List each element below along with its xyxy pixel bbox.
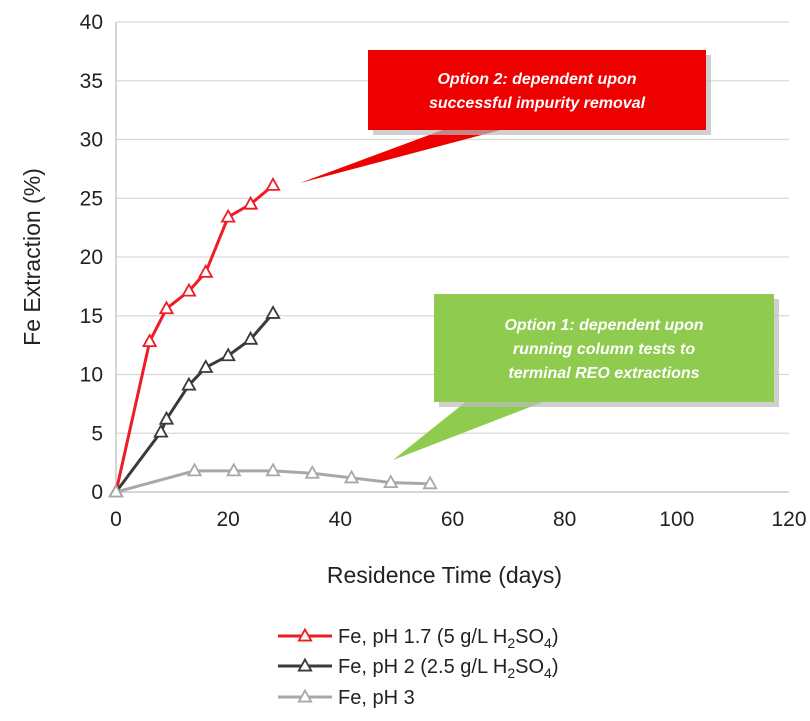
x-tick-label: 80 [553,508,576,531]
data-point-marker [158,300,175,315]
legend-label: Fe, pH 3 [338,687,415,709]
data-point-marker [198,263,214,278]
data-point-marker [141,333,158,348]
data-point-marker [242,330,259,345]
x-tick-label: 120 [771,508,806,531]
data-point-marker [158,410,175,425]
data-point-marker [198,359,214,373]
y-tick-label: 5 [91,422,103,445]
y-tick-label: 25 [80,187,103,210]
data-point-marker [422,475,438,490]
callout-text-line: successful impurity removal [429,95,646,112]
legend-marker [297,688,313,703]
callout-text-line: Option 2: dependent upon [437,71,636,88]
x-tick-label: 20 [216,508,239,531]
callout-text-line: running column tests to [513,341,695,358]
data-series [108,176,438,498]
callout-text-line: Option 1: dependent upon [504,317,703,334]
callout-box [368,50,706,130]
data-point-marker [220,208,236,223]
data-point-marker [181,282,197,297]
y-tick-label: 0 [91,481,103,504]
y-tick-label: 10 [80,364,103,387]
data-point-marker [226,462,242,477]
callout-option-1: Option 1: dependent upon running column t… [393,294,779,460]
legend-item-1: Fe, pH 1.7 (5 g/L H2SO4) [278,626,559,651]
x-tick-label: 60 [441,508,464,531]
y-axis-title: Fe Extraction (%) [19,168,45,346]
data-point-marker [265,176,281,191]
data-point-marker [186,462,203,477]
data-point-marker [265,462,281,477]
axes: 0 5 10 15 20 25 30 35 40 0 20 40 60 80 100 120 Residence… [19,11,807,588]
data-point-marker [242,195,259,210]
callout-option-2: Option 2: dependent upon successful impur… [300,50,711,183]
legend-marker [297,627,313,642]
y-tick-label: 20 [80,246,103,269]
data-point-marker [153,423,169,438]
y-tick-label: 30 [80,129,103,152]
y-tick-label: 40 [80,11,103,34]
legend-item-3: Fe, pH 3 [278,687,415,709]
data-point-marker [343,469,360,484]
data-point-marker [383,474,399,489]
data-point-marker [220,347,236,362]
x-tick-label: 0 [110,508,122,531]
x-tick-label: 100 [659,508,694,531]
legend-label: Fe, pH 2 (2.5 g/L H2SO4) [338,656,559,681]
y-tick-label: 35 [80,70,103,93]
callouts: Option 2: dependent upon successful impur… [300,50,779,460]
data-point-marker [304,464,321,479]
callout-text-line: terminal REO extractions [508,365,699,382]
y-tick-label: 15 [80,305,103,328]
series-2 [108,305,281,498]
series-line [115,469,431,494]
callout-pointer [393,400,548,460]
legend-item-2: Fe, pH 2 (2.5 g/L H2SO4) [278,656,559,681]
data-point-marker [108,483,124,498]
data-point-marker [265,305,281,319]
x-axis-title: Residence Time (days) [327,562,562,588]
x-tick-label: 40 [329,508,352,531]
legend: Fe, pH 1.7 (5 g/L H2SO4) Fe, pH 2 (2.5 g/… [278,626,559,709]
legend-marker [297,657,313,672]
legend-label: Fe, pH 1.7 (5 g/L H2SO4) [338,626,559,651]
callout-box [434,294,774,402]
callout-pointer [300,128,508,183]
data-point-marker [181,376,197,391]
series-3 [108,462,438,498]
